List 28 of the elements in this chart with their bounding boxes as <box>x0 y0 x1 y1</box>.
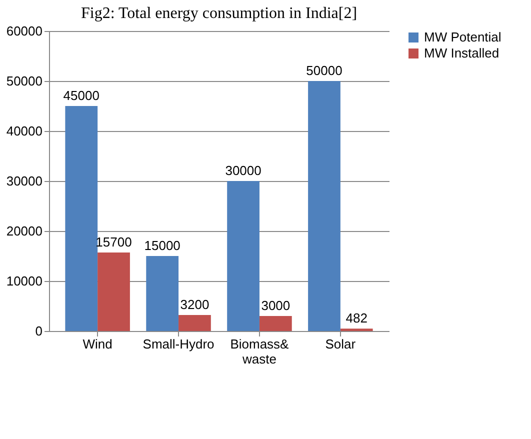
y-tick-label: 10000 <box>6 274 42 288</box>
bar <box>146 256 179 331</box>
y-tick-label: 0 <box>35 324 42 338</box>
y-tick-label: 50000 <box>6 74 42 88</box>
bar <box>227 181 260 331</box>
data-label: 15000 <box>144 238 180 253</box>
data-label: 50000 <box>306 63 342 78</box>
data-label: 30000 <box>225 163 262 178</box>
x-tick-label: Small-Hydro <box>142 336 214 352</box>
y-tick-label: 40000 <box>6 124 42 138</box>
data-label: 45000 <box>63 88 100 103</box>
x-tick-label: Biomass& waste <box>230 336 290 366</box>
data-label: 482 <box>346 310 368 326</box>
legend-label: MW Potential <box>424 30 502 44</box>
y-tick-label: 30000 <box>6 174 42 188</box>
bar <box>65 106 98 331</box>
y-tick-label: 60000 <box>6 24 42 38</box>
x-tick-label: Solar <box>325 336 356 352</box>
x-tick-label: Wind <box>82 336 112 352</box>
bar <box>308 81 340 331</box>
bar <box>259 316 292 331</box>
bar <box>98 252 130 331</box>
data-label: 3200 <box>180 297 210 312</box>
legend-label: MW Installed <box>424 46 500 60</box>
bar <box>178 315 211 331</box>
data-label: 3000 <box>261 298 290 313</box>
y-tick-label: 20000 <box>6 224 42 238</box>
chart-title: Fig2: Total energy consumption in India[2] <box>80 5 358 22</box>
